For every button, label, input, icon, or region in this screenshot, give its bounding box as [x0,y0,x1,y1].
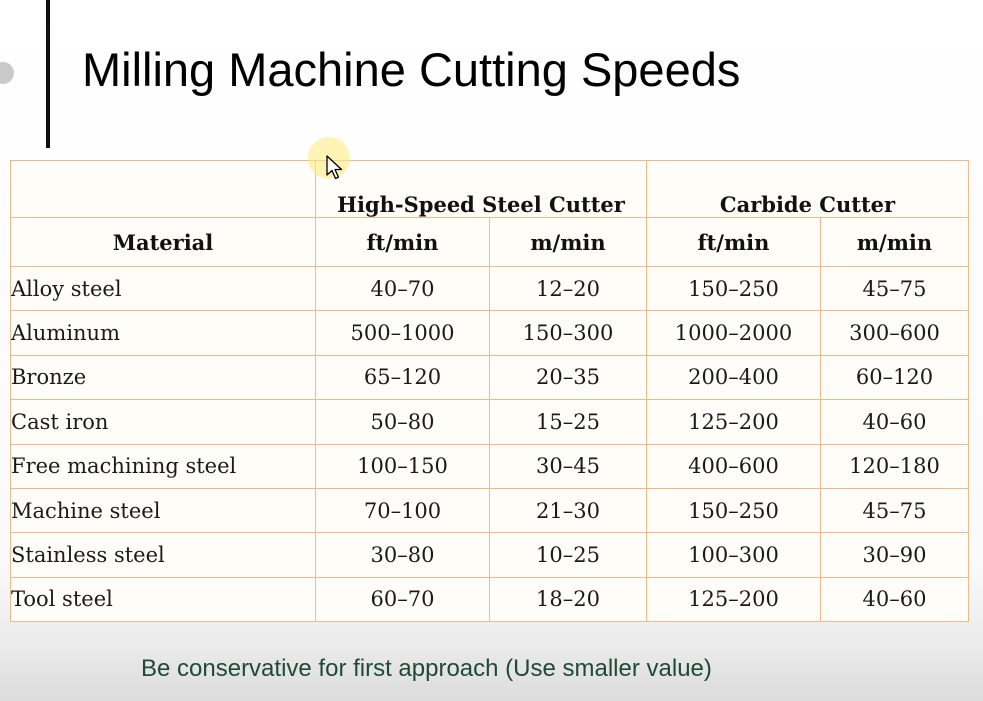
slide-title: Milling Machine Cutting Speeds [82,43,741,96]
carbide-cutter-header: Carbide Cutter [646,160,969,218]
material-cell: Alloy steel [10,265,316,312]
carbide-ft-min-cell: 125–200 [646,576,821,623]
material-cell: Aluminum [10,310,316,356]
hss-m-min-cell: 10–25 [489,532,647,578]
hss-ft-min-cell: 60–70 [315,576,490,623]
table-row: Tool steel 60–70 18–20 125–200 40–60 [10,576,969,623]
material-column-header: Material [10,217,316,267]
material-cell: Bronze [10,354,316,401]
hss-m-min-cell: 30–45 [489,443,647,489]
carbide-m-min-cell: 300–600 [820,310,969,356]
material-cell: Tool steel [10,576,316,623]
cutting-speeds-table: High-Speed Steel Cutter Carbide Cutter M… [10,160,969,623]
table-row: Aluminum 500–1000 150–300 1000–2000 300–… [10,310,969,356]
mouse-pointer-icon [326,155,343,180]
material-cell: Free machining steel [10,443,316,489]
header-blank-corner [10,160,316,218]
carbide-ft-min-header: ft/min [646,217,821,267]
hss-m-min-header: m/min [489,217,647,267]
carbide-m-min-cell: 45–75 [820,487,969,534]
table-row: Free machining steel 100–150 30–45 400–6… [10,443,969,489]
table-row: Stainless steel 30–80 10–25 100–300 30–9… [10,532,969,578]
carbide-ft-min-cell: 200–400 [646,354,821,401]
carbide-ft-min-cell: 150–250 [646,487,821,534]
hss-m-min-cell: 150–300 [489,310,647,356]
table-row: Cast iron 50–80 15–25 125–200 40–60 [10,399,969,445]
hss-ft-min-cell: 100–150 [315,443,490,489]
carbide-ft-min-cell: 125–200 [646,399,821,445]
carbide-m-min-cell: 40–60 [820,576,969,623]
hss-m-min-cell: 18–20 [489,576,647,623]
hss-m-min-cell: 21–30 [489,487,647,534]
hss-ft-min-cell: 30–80 [315,532,490,578]
carbide-ft-min-cell: 150–250 [646,265,821,312]
table-row: Alloy steel 40–70 12–20 150–250 45–75 [10,265,969,312]
footer-note: Be conservative for first approach (Use … [141,655,712,682]
hss-m-min-cell: 12–20 [489,265,647,312]
carbide-m-min-header: m/min [820,217,969,267]
hss-ft-min-cell: 500–1000 [315,310,490,356]
carbide-ft-min-cell: 400–600 [646,443,821,489]
carbide-m-min-cell: 120–180 [820,443,969,489]
hss-cutter-header: High-Speed Steel Cutter [315,160,647,218]
table-row: Machine steel 70–100 21–30 150–250 45–75 [10,487,969,534]
hss-ft-min-cell: 65–120 [315,354,490,401]
hss-m-min-cell: 15–25 [489,399,647,445]
carbide-m-min-cell: 40–60 [820,399,969,445]
material-cell: Cast iron [10,399,316,445]
hss-m-min-cell: 20–35 [489,354,647,401]
carbide-ft-min-cell: 1000–2000 [646,310,821,356]
carbide-m-min-cell: 30–90 [820,532,969,578]
hss-ft-min-cell: 50–80 [315,399,490,445]
carbide-m-min-cell: 45–75 [820,265,969,312]
carbide-m-min-cell: 60–120 [820,354,969,401]
carbide-ft-min-cell: 100–300 [646,532,821,578]
material-cell: Machine steel [10,487,316,534]
hss-ft-min-cell: 40–70 [315,265,490,312]
title-accent-bar [46,0,50,148]
slide-nav-dot[interactable] [0,62,14,84]
hss-ft-min-cell: 70–100 [315,487,490,534]
hss-ft-min-header: ft/min [315,217,490,267]
material-cell: Stainless steel [10,532,316,578]
table-row: Bronze 65–120 20–35 200–400 60–120 [10,354,969,401]
